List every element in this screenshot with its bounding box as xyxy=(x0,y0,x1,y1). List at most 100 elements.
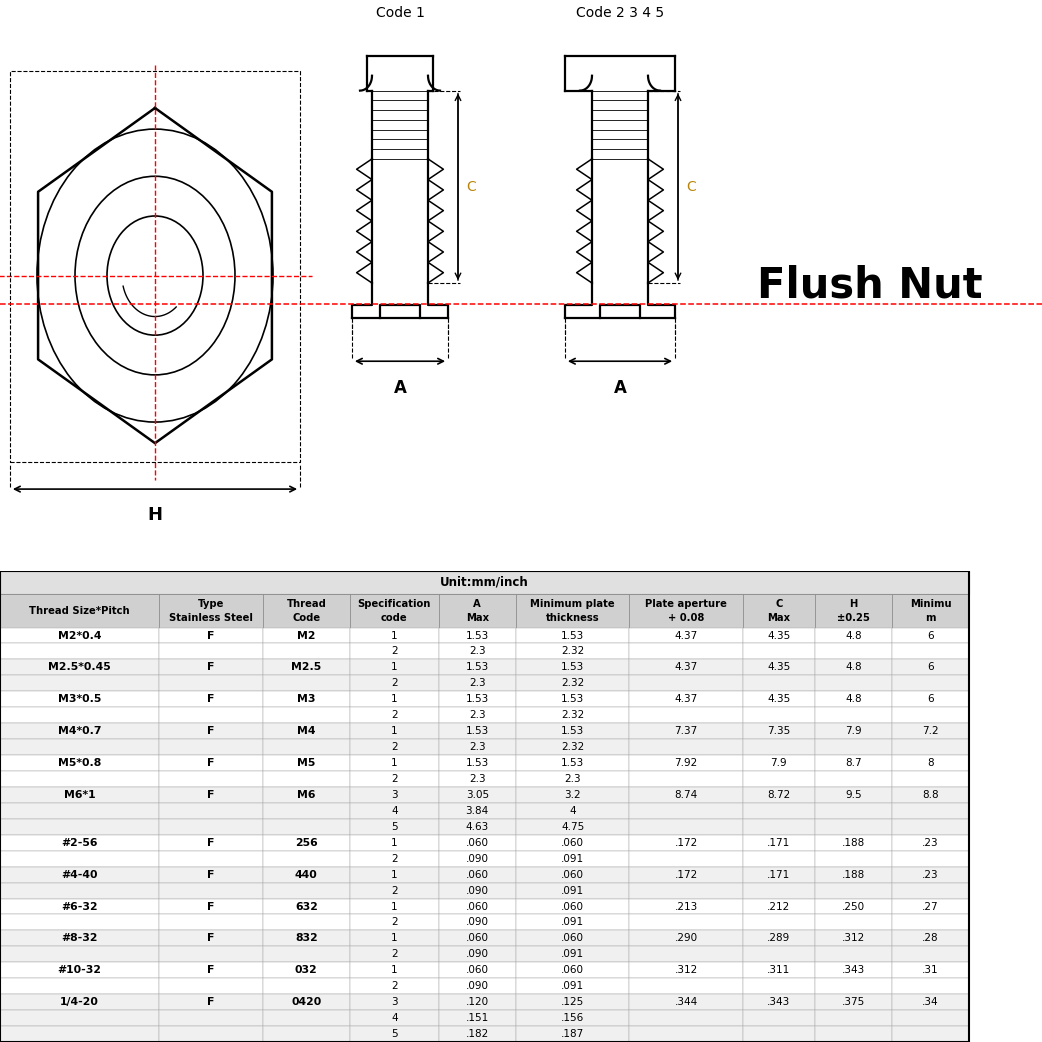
Bar xyxy=(629,946,743,963)
Bar xyxy=(263,867,350,883)
Bar xyxy=(0,708,159,723)
Bar xyxy=(350,803,439,819)
Bar xyxy=(263,946,350,963)
Text: 2: 2 xyxy=(391,646,398,656)
Bar xyxy=(815,835,892,850)
Text: 2.32: 2.32 xyxy=(561,678,585,689)
Bar xyxy=(159,755,263,771)
Bar xyxy=(439,691,516,708)
Text: A: A xyxy=(473,599,481,610)
Bar xyxy=(815,915,892,931)
Bar xyxy=(629,739,743,755)
Bar xyxy=(892,883,969,898)
Text: 4.35: 4.35 xyxy=(767,630,791,641)
Bar xyxy=(629,660,743,675)
Bar xyxy=(0,755,159,771)
Bar xyxy=(892,644,969,660)
Text: .060: .060 xyxy=(466,901,489,912)
Bar xyxy=(0,835,159,850)
Bar xyxy=(629,803,743,819)
Text: .091: .091 xyxy=(561,949,585,960)
Bar xyxy=(516,867,629,883)
Text: 4.8: 4.8 xyxy=(845,694,862,704)
Bar xyxy=(439,594,516,627)
Bar xyxy=(892,835,969,850)
Text: 1.53: 1.53 xyxy=(466,663,489,672)
Text: 1.53: 1.53 xyxy=(561,694,585,704)
Bar xyxy=(892,931,969,946)
Text: .090: .090 xyxy=(466,917,489,927)
Bar xyxy=(159,835,263,850)
Text: .172: .172 xyxy=(674,870,698,879)
Text: code: code xyxy=(381,613,407,623)
Text: .090: .090 xyxy=(466,886,489,895)
Text: .060: .060 xyxy=(466,934,489,943)
Bar xyxy=(439,850,516,867)
Bar xyxy=(350,898,439,915)
Bar xyxy=(439,963,516,978)
Text: 2: 2 xyxy=(391,949,398,960)
Text: F: F xyxy=(207,838,215,848)
Text: 0420: 0420 xyxy=(291,997,322,1008)
Text: .060: .060 xyxy=(561,934,585,943)
Text: 1: 1 xyxy=(391,870,398,879)
Text: .060: .060 xyxy=(561,870,585,879)
Text: 632: 632 xyxy=(295,901,318,912)
Text: F: F xyxy=(207,997,215,1008)
Text: 8.72: 8.72 xyxy=(767,790,791,800)
Bar xyxy=(350,931,439,946)
Text: 2: 2 xyxy=(391,678,398,689)
Text: Minimum plate: Minimum plate xyxy=(530,599,615,610)
Bar xyxy=(439,915,516,931)
Bar xyxy=(743,1010,815,1026)
Bar xyxy=(516,594,629,627)
Text: #6-32: #6-32 xyxy=(61,901,98,912)
Bar xyxy=(350,644,439,660)
Text: + 0.08: + 0.08 xyxy=(668,613,704,623)
Text: 032: 032 xyxy=(295,965,318,975)
Text: .151: .151 xyxy=(466,1013,489,1023)
Bar xyxy=(159,660,263,675)
Text: 9.5: 9.5 xyxy=(845,790,862,800)
Text: .172: .172 xyxy=(674,838,698,848)
Bar xyxy=(815,931,892,946)
Text: 4.37: 4.37 xyxy=(674,630,698,641)
Bar xyxy=(159,627,263,644)
Bar xyxy=(0,978,159,994)
Bar xyxy=(629,723,743,739)
Bar xyxy=(629,898,743,915)
Bar xyxy=(0,867,159,883)
Bar xyxy=(516,978,629,994)
Text: .28: .28 xyxy=(922,934,939,943)
Bar xyxy=(159,723,263,739)
Bar xyxy=(350,819,439,835)
Bar xyxy=(0,675,159,691)
Text: 2: 2 xyxy=(391,774,398,784)
Bar xyxy=(350,1010,439,1026)
Text: M2*0.4: M2*0.4 xyxy=(58,630,101,641)
Bar xyxy=(0,644,159,660)
Bar xyxy=(629,644,743,660)
Text: .212: .212 xyxy=(767,901,791,912)
Bar xyxy=(263,963,350,978)
Bar xyxy=(350,771,439,787)
Text: .060: .060 xyxy=(466,965,489,975)
Text: 4.8: 4.8 xyxy=(845,630,862,641)
Bar xyxy=(159,644,263,660)
Text: .091: .091 xyxy=(561,917,585,927)
Bar xyxy=(159,1026,263,1042)
Text: 2.3: 2.3 xyxy=(469,678,486,689)
Text: Minimu: Minimu xyxy=(910,599,951,610)
Text: M5: M5 xyxy=(297,758,316,768)
Text: .289: .289 xyxy=(767,934,791,943)
Text: #2-56: #2-56 xyxy=(61,838,98,848)
Text: .188: .188 xyxy=(842,870,865,879)
Bar xyxy=(815,594,892,627)
Text: 1.53: 1.53 xyxy=(561,726,585,736)
Bar xyxy=(815,978,892,994)
Bar xyxy=(892,1026,969,1042)
Text: .343: .343 xyxy=(842,965,865,975)
Text: Code 1: Code 1 xyxy=(375,6,424,20)
Text: Code: Code xyxy=(293,613,320,623)
Bar xyxy=(516,1010,629,1026)
